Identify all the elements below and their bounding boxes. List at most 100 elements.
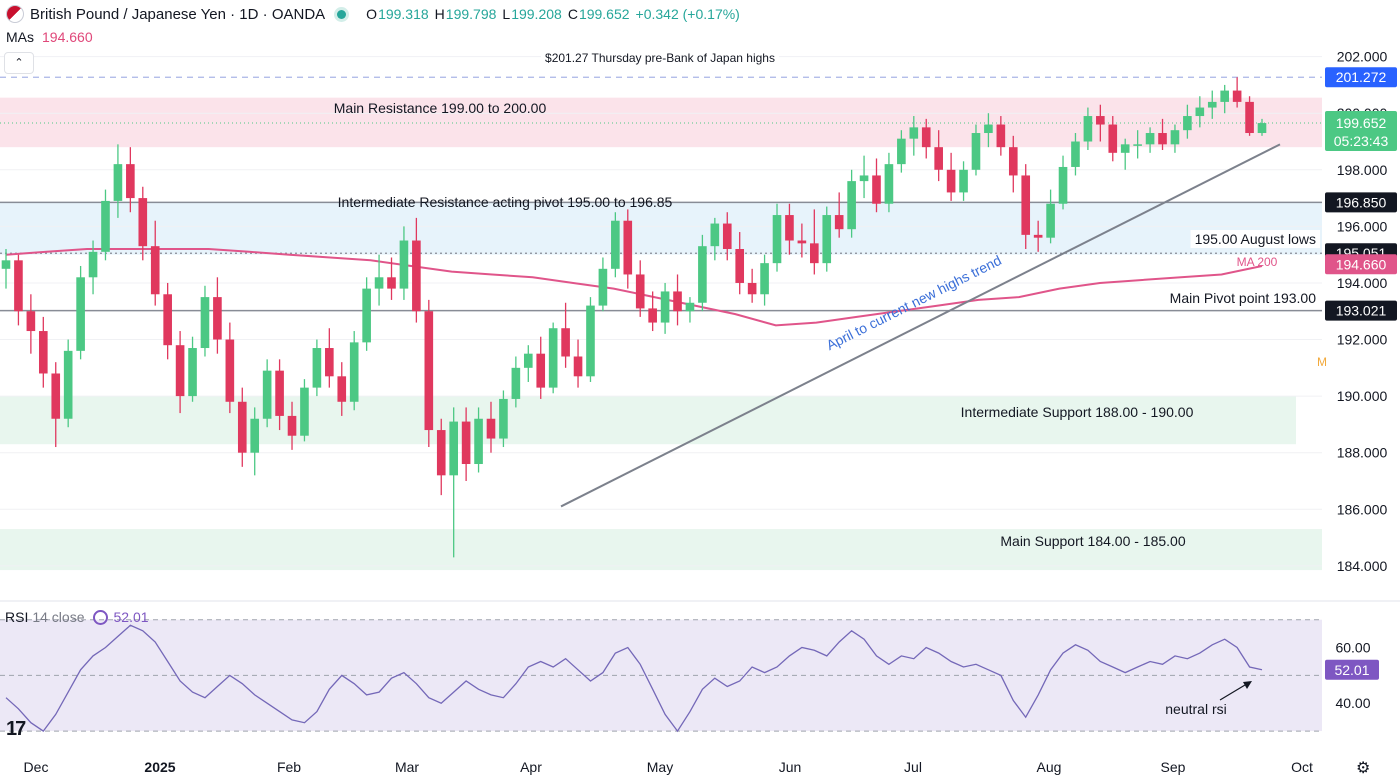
candle-body xyxy=(884,164,894,204)
low-value: 199.208 xyxy=(511,6,562,22)
trendline xyxy=(560,143,1281,508)
time-tick-label: Feb xyxy=(277,759,301,775)
open-label: O xyxy=(366,6,378,22)
candle-body xyxy=(548,328,558,388)
candle-body xyxy=(262,370,272,419)
level-tag-text: 193.021 xyxy=(1336,303,1387,319)
candle-body xyxy=(698,246,707,303)
candle-body xyxy=(200,297,210,349)
candle-body xyxy=(337,376,347,402)
ma-legend-label: MAs xyxy=(6,29,34,45)
zone-label-3: Main Support 184.00 - 185.00 xyxy=(1000,533,1185,549)
candle-body xyxy=(536,353,546,388)
candle-body xyxy=(163,294,172,346)
open-value: 199.318 xyxy=(378,6,429,22)
trendline-label: April to current new highs trend xyxy=(824,252,1004,353)
candle-body xyxy=(611,220,620,269)
candle-body xyxy=(785,215,794,241)
change-value: +0.342 (+0.17%) xyxy=(635,6,740,22)
trendline-layer xyxy=(560,143,1281,508)
time-tick-label: Sep xyxy=(1161,759,1186,775)
candle-body xyxy=(1108,124,1118,153)
candle-body xyxy=(387,277,396,289)
candle-body xyxy=(822,215,832,264)
gbpjpy-flag-icon xyxy=(6,5,24,23)
symbol-title[interactable]: British Pound / Japanese Yen · 1D · OAND… xyxy=(30,5,326,23)
candle-body xyxy=(150,246,160,295)
candle-body xyxy=(959,169,968,193)
price-tick-label: 202.000 xyxy=(1337,49,1388,65)
rsi-source-icon xyxy=(92,609,108,625)
collapse-legend-button[interactable]: ⌃ xyxy=(4,52,34,74)
candle-body xyxy=(971,133,981,170)
candle-body xyxy=(598,268,608,306)
candle-body xyxy=(63,350,73,419)
market-status-icon xyxy=(337,9,347,19)
candle-body xyxy=(623,220,633,275)
candle-body xyxy=(897,138,906,165)
rsi-legend-params: 14 close xyxy=(32,609,85,625)
high-label: H xyxy=(434,6,445,22)
tradingview-logo-icon[interactable]: 17 xyxy=(6,718,26,740)
candle-body xyxy=(660,291,670,323)
candle-body xyxy=(449,421,458,476)
price-tick-label: 194.000 xyxy=(1337,275,1388,291)
candle-body xyxy=(648,308,657,323)
candle-body xyxy=(14,260,23,312)
level-tag-bg xyxy=(1325,192,1397,213)
zone-1 xyxy=(0,202,1322,255)
candle-body xyxy=(772,215,782,264)
candle-body xyxy=(747,282,757,295)
candle-body xyxy=(461,421,471,465)
candle-body xyxy=(1058,166,1068,204)
candle-body xyxy=(76,277,85,351)
price-axis: 202.000200.000198.000196.000194.000192.0… xyxy=(1317,49,1397,574)
candle-body xyxy=(175,345,185,397)
rsi-line xyxy=(5,624,1263,733)
candle-body xyxy=(26,311,36,332)
candle-body xyxy=(1083,116,1093,142)
rsi-legend[interactable]: RSI 14 close 52.01 xyxy=(5,609,149,625)
low-label: L xyxy=(502,6,511,22)
candle-body xyxy=(834,215,844,230)
candle-body xyxy=(237,401,247,453)
candle-body xyxy=(349,342,359,402)
candle-body xyxy=(38,331,48,374)
candle-body xyxy=(1120,144,1130,153)
price-tick-label: 198.000 xyxy=(1337,162,1388,178)
time-tick-label: Dec xyxy=(24,759,49,775)
rsi-tick-label: 60.00 xyxy=(1335,640,1370,656)
candle-body xyxy=(312,348,322,388)
time-tick-label: Aug xyxy=(1037,759,1062,775)
overflow-marker: M xyxy=(1317,355,1327,369)
candle-body xyxy=(1220,90,1230,102)
gear-icon[interactable]: ⚙ xyxy=(1356,760,1371,777)
zone-0 xyxy=(0,97,1322,148)
candle-body xyxy=(362,288,371,343)
candle-body xyxy=(1008,147,1018,176)
ma-legend-value: 194.660 xyxy=(42,29,93,45)
candle-body xyxy=(287,415,297,436)
candle-body xyxy=(1021,175,1031,235)
candle-body xyxy=(722,223,732,250)
zone-3 xyxy=(0,529,1322,571)
candle-body xyxy=(499,398,508,439)
ma-legend[interactable]: MAs 194.660 xyxy=(6,29,93,45)
candle-body xyxy=(1195,107,1205,117)
candle-body xyxy=(573,356,583,377)
candle-body xyxy=(586,305,595,377)
candle-body xyxy=(523,353,533,368)
price-tick-label: 186.000 xyxy=(1337,501,1388,517)
zone-label-2: Intermediate Support 188.00 - 190.00 xyxy=(961,404,1194,420)
ma-price-tag-bg xyxy=(1325,254,1397,275)
rsi-legend-label: RSI xyxy=(5,609,29,625)
candle-body xyxy=(399,240,409,289)
candle-body xyxy=(300,387,309,436)
price-tick-label: 196.000 xyxy=(1337,218,1388,234)
rsi-tick-label: 40.00 xyxy=(1335,695,1370,711)
candle-body xyxy=(126,164,135,199)
high-value: 199.798 xyxy=(445,6,497,22)
price-tick-label: 188.000 xyxy=(1337,445,1388,461)
candle-body xyxy=(225,339,235,402)
